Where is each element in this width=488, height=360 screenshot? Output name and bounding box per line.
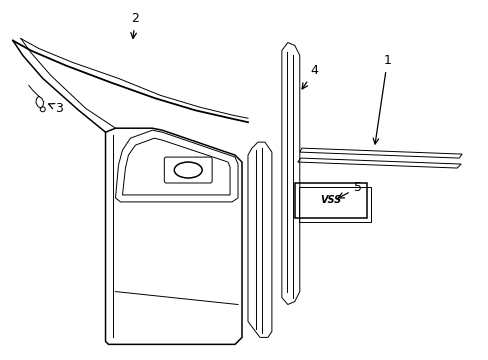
Text: 5: 5 <box>338 181 361 198</box>
Text: 3: 3 <box>48 102 62 115</box>
Text: 4: 4 <box>302 64 318 89</box>
Text: 2: 2 <box>131 12 139 39</box>
Text: 1: 1 <box>372 54 390 144</box>
Bar <box>298 187 370 222</box>
Text: VSS: VSS <box>320 195 341 206</box>
Bar <box>294 183 366 218</box>
